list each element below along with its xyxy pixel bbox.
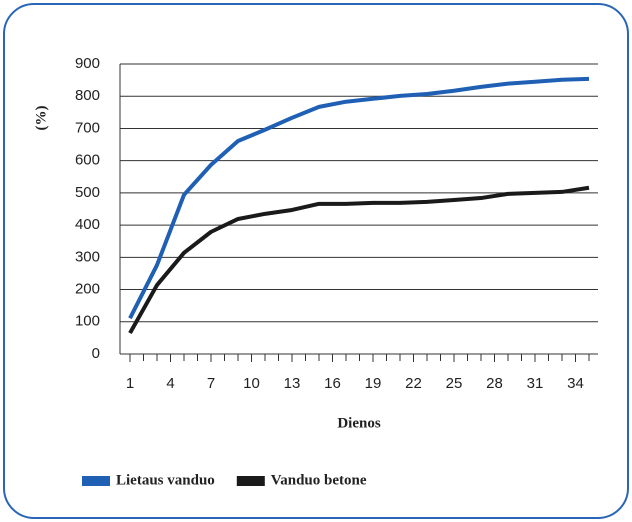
y-tick-label: 500 [75,184,100,201]
line-series [128,76,590,320]
x-tick-label: 16 [324,375,341,392]
y-tick-label: 700 [75,119,100,136]
x-tick-label: 13 [284,375,301,392]
legend-swatch [82,476,110,486]
x-tick-label: 7 [207,375,215,392]
legend-swatch [236,476,265,486]
y-tick-label: 800 [75,87,100,104]
x-tick-label: 10 [243,375,260,392]
y-tick-label: 600 [75,152,100,169]
x-tick-label: 1 [126,375,134,392]
y-axis-title: (%) [33,106,49,131]
x-tick-label: 4 [166,375,174,392]
y-tick-label: 0 [92,345,100,362]
legend-label: Vanduo betone [271,472,367,488]
line-series [128,185,590,335]
x-axis-title: Dienos [337,415,381,431]
y-tick-label: 100 [75,313,100,330]
x-tick-label: 25 [446,375,463,392]
frame [3,3,629,519]
x-tick-label: 34 [567,375,584,392]
x-tick-label: 28 [486,375,503,392]
y-tick-label: 200 [75,281,100,298]
y-tick-label: 400 [75,216,100,233]
x-tick-label: 22 [405,375,422,392]
x-tick-label: 31 [527,375,544,392]
x-tick-label: 19 [365,375,382,392]
y-tick-label: 300 [75,248,100,265]
legend-label: Lietaus vanduo [116,472,215,488]
y-tick-label: 900 [75,55,100,72]
